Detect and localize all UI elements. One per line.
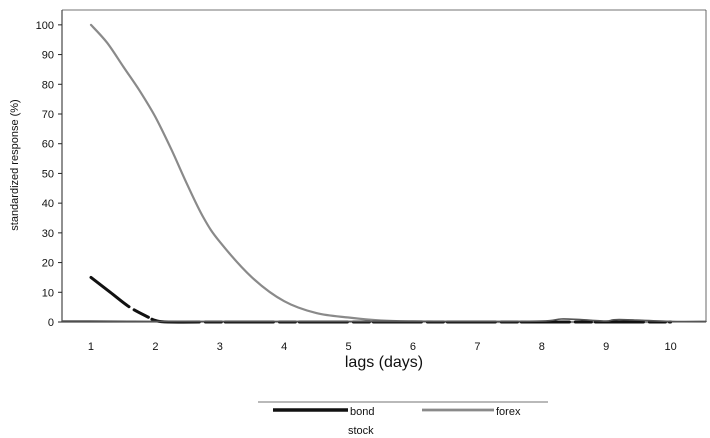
- x-tick-label: 3: [217, 341, 223, 353]
- y-tick-label: 30: [42, 228, 54, 240]
- x-tick-label: 7: [474, 341, 480, 353]
- y-tick-label: 100: [36, 20, 54, 32]
- x-tick-label: 10: [664, 341, 676, 353]
- y-tick-label: 80: [42, 79, 54, 91]
- x-tick-label: 1: [88, 341, 94, 353]
- series-line-stock: [61, 318, 707, 323]
- y-tick-label: 40: [42, 198, 54, 210]
- y-tick-label: 50: [42, 168, 54, 180]
- x-tick-label: 2: [152, 341, 158, 353]
- legend-label-forex: forex: [496, 406, 521, 418]
- x-tick-label: 6: [410, 341, 416, 353]
- x-tick-label: 8: [539, 341, 545, 353]
- y-tick-label: 60: [42, 139, 54, 151]
- legend: bond forex stock: [258, 401, 548, 437]
- x-tick-label: 5: [346, 341, 352, 353]
- series-line-forex: [89, 23, 672, 324]
- x-axis-title: lags (days): [345, 354, 423, 371]
- y-tick-label: 70: [42, 109, 54, 121]
- y-tick-label: 10: [42, 287, 54, 299]
- y-tick-label: 90: [42, 50, 54, 62]
- legend-label-stock: stock: [348, 425, 374, 437]
- y-tick-label: 20: [42, 258, 54, 270]
- y-tick-label: 0: [48, 317, 54, 329]
- x-tick-label: 9: [603, 341, 609, 353]
- legend-label-bond: bond: [350, 406, 374, 418]
- y-axis-title: standardized response (%): [9, 99, 21, 230]
- series-line-bond: [89, 275, 673, 324]
- x-tick-label: 4: [281, 341, 287, 353]
